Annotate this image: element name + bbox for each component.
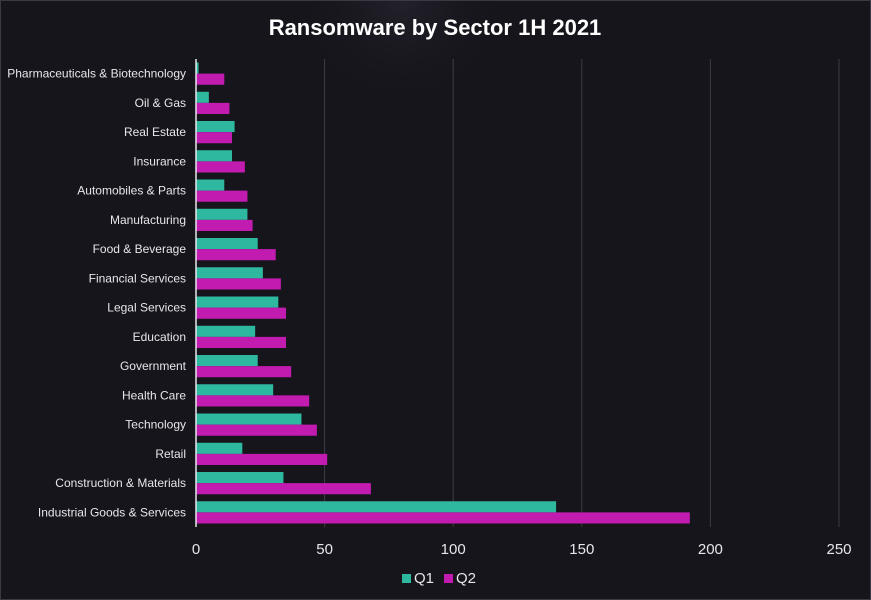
y-tick-label: Food & Beverage <box>93 242 187 256</box>
y-tick-label: Automobiles & Parts <box>77 184 186 198</box>
y-tick-label: Financial Services <box>89 271 186 285</box>
legend-swatch-q2 <box>444 574 453 583</box>
y-tick-label: Construction & Materials <box>55 476 186 490</box>
bar-q2-7 <box>196 278 281 290</box>
y-tick-label: Oil & Gas <box>135 96 186 110</box>
bar-q2-13 <box>196 453 328 465</box>
bar-q2-14 <box>196 483 371 495</box>
bar-q1-5 <box>196 208 248 220</box>
bar-q2-5 <box>196 219 253 231</box>
bar-q1-6 <box>196 238 258 250</box>
bar-q1-11 <box>196 384 274 396</box>
x-tick-label: 250 <box>826 541 851 558</box>
bar-q1-14 <box>196 472 284 484</box>
bar-q2-1 <box>196 102 230 114</box>
x-tick-label: 0 <box>192 541 200 558</box>
bar-q2-8 <box>196 307 287 319</box>
legend[interactable]: Q1 Q2 <box>402 570 476 587</box>
bar-q2-0 <box>196 73 225 85</box>
y-tick-label: Manufacturing <box>110 213 186 227</box>
y-tick-label: Industrial Goods & Services <box>38 505 186 519</box>
y-tick-label: Insurance <box>133 154 186 168</box>
bar-q1-9 <box>196 325 256 337</box>
y-tick-label: Health Care <box>122 388 186 402</box>
x-tick-label: 200 <box>698 541 723 558</box>
y-tick-label: Real Estate <box>124 125 186 139</box>
bar-q2-2 <box>196 132 233 144</box>
bar-q1-1 <box>196 91 209 103</box>
bar-q1-7 <box>196 267 263 279</box>
bar-q1-4 <box>196 179 225 191</box>
bars-layer <box>196 62 690 524</box>
y-axis-labels: Pharmaceuticals & Biotechnology Oil & Gas… <box>7 67 186 520</box>
bar-q1-2 <box>196 121 235 133</box>
y-tick-label: Technology <box>125 418 186 432</box>
y-tick-label: Education <box>133 330 186 344</box>
bar-q2-15 <box>196 512 690 524</box>
bar-q1-8 <box>196 296 279 308</box>
grid-layer <box>324 59 840 527</box>
bar-q1-13 <box>196 442 243 454</box>
y-tick-label: Pharmaceuticals & Biotechnology <box>7 67 186 81</box>
bar-q2-3 <box>196 161 245 173</box>
bar-q2-11 <box>196 395 310 407</box>
bar-q2-9 <box>196 336 287 348</box>
x-tick-label: 50 <box>316 541 333 558</box>
bar-q1-15 <box>196 501 557 513</box>
bar-q2-12 <box>196 424 317 436</box>
background-glow <box>291 1 511 111</box>
bar-q2-10 <box>196 366 292 378</box>
y-tick-label: Retail <box>155 447 186 461</box>
x-tick-label: 150 <box>569 541 594 558</box>
bar-q1-0 <box>196 62 199 74</box>
x-axis-labels: 0 50 100 150 200 250 <box>192 541 852 558</box>
bar-q2-6 <box>196 249 276 261</box>
legend-label-q2[interactable]: Q2 <box>456 570 476 587</box>
x-tick-label: 100 <box>441 541 466 558</box>
y-tick-label: Legal Services <box>107 301 186 315</box>
legend-label-q1[interactable]: Q1 <box>414 570 434 587</box>
legend-swatch-q1 <box>402 574 411 583</box>
bar-q1-10 <box>196 355 258 367</box>
chart-title: Ransomware by Sector 1H 2021 <box>269 15 602 40</box>
bar-q1-3 <box>196 150 233 162</box>
bar-q1-12 <box>196 413 302 425</box>
bar-q2-4 <box>196 190 248 202</box>
y-tick-label: Government <box>120 359 187 373</box>
